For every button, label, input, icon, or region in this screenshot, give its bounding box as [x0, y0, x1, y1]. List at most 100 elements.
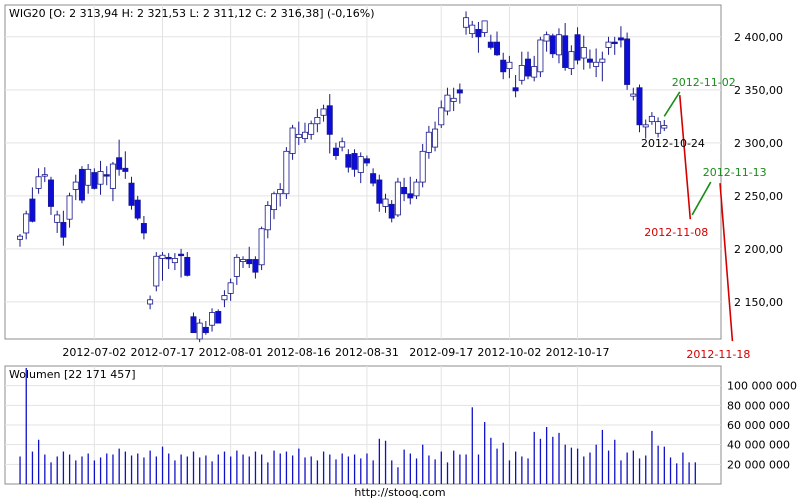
volume-bar	[502, 442, 504, 484]
projection-line	[719, 183, 734, 342]
volume-bar	[329, 454, 331, 484]
volume-bar	[638, 458, 641, 484]
volume-bar	[180, 454, 182, 484]
candle-up	[159, 254, 166, 259]
volume-bar	[632, 450, 635, 484]
volume-bar	[217, 454, 219, 484]
candle-down	[376, 179, 383, 204]
candle-down	[586, 58, 593, 63]
volume-y-tick-label: 100 000 000	[727, 380, 797, 393]
volume-bar	[124, 451, 127, 484]
candle-down	[574, 34, 581, 61]
volume-bar	[56, 456, 58, 484]
candle-down	[78, 168, 85, 201]
candle-up	[648, 115, 655, 123]
volume-bar	[508, 460, 511, 484]
candle-up	[85, 168, 92, 186]
volume-bar	[353, 454, 356, 484]
candle-up	[289, 127, 296, 154]
candle-up	[283, 150, 290, 195]
candle-up	[357, 156, 364, 173]
candle-down	[134, 199, 141, 219]
candle-up	[196, 322, 203, 340]
volume-gridlines	[5, 366, 721, 484]
volume-bar	[552, 436, 554, 484]
volume-bar	[248, 456, 250, 484]
volume-bar	[93, 460, 96, 484]
candle-up	[630, 93, 637, 97]
candle-down	[512, 87, 519, 92]
candle-down	[617, 37, 624, 41]
candle-up	[35, 176, 42, 189]
volume-bar	[168, 453, 170, 484]
volume-bar	[199, 457, 201, 484]
volume-bar	[496, 448, 498, 484]
candle-down	[165, 256, 172, 260]
price-x-tick-label: 2012-07-02	[62, 346, 126, 359]
candle-up	[568, 51, 575, 70]
volume-bar	[174, 460, 176, 484]
volume-y-tick-label: 40 000 000	[727, 439, 790, 452]
volume-bar	[310, 456, 312, 484]
volume-bar	[366, 453, 368, 484]
volume-bar	[137, 453, 139, 484]
volume-bar	[614, 439, 616, 484]
volume-bar	[261, 454, 263, 484]
volume-bar	[81, 456, 83, 484]
volume-bar	[601, 429, 604, 484]
candle-up	[72, 181, 79, 190]
price-panel: 2 400,00 2 350,00 2 300,00 2 250,00 2 200,00…	[4, 4, 783, 361]
volume-title: Wolumen [22 171 457]	[9, 368, 136, 381]
volume-panel: 100 000 000 80 000 000 60 000 000 40 000 00…	[4, 365, 797, 485]
volume-bar	[688, 462, 690, 484]
volume-bar	[645, 455, 647, 484]
volume-bar	[99, 457, 102, 484]
candle-up	[425, 131, 432, 153]
candle-down	[246, 259, 253, 265]
candle-down	[636, 87, 643, 126]
volume-bar	[236, 450, 238, 484]
footer-url[interactable]: http://stooq.com	[354, 486, 445, 499]
candle-up	[605, 41, 612, 48]
candle-down	[388, 203, 395, 219]
candle-up	[264, 204, 271, 231]
volume-bar	[378, 438, 381, 484]
volume-bar	[428, 455, 430, 484]
volume-y-tick-label: 80 000 000	[727, 399, 790, 412]
candle-up	[593, 61, 600, 67]
candle-down	[494, 41, 501, 56]
volume-bar	[285, 451, 288, 484]
candle-up	[599, 58, 606, 63]
volume-bars	[19, 367, 696, 484]
candle-up	[469, 24, 476, 35]
volume-bar	[459, 454, 461, 484]
candle-up	[543, 34, 550, 42]
volume-bar	[397, 467, 399, 484]
candle-down	[562, 35, 569, 68]
volume-bar	[583, 456, 585, 484]
volume-bar	[434, 459, 436, 484]
projection-label: 2012-11-13	[703, 166, 767, 179]
volume-bar	[87, 453, 89, 484]
candle-up	[209, 312, 216, 326]
volume-bar	[254, 451, 257, 484]
candle-up	[438, 107, 445, 126]
price-x-tick-label: 2012-10-17	[546, 346, 610, 359]
candle-down	[202, 326, 209, 334]
volume-bar	[422, 444, 424, 484]
volume-bar	[112, 454, 114, 484]
price-x-axis: 2012-07-02 2012-07-17 2012-08-01 2012-08-16…	[62, 346, 609, 359]
volume-bar	[19, 456, 21, 484]
volume-bar	[291, 455, 294, 484]
volume-bar	[440, 451, 442, 484]
volume-bar	[471, 407, 473, 484]
candle-down	[184, 256, 191, 276]
candle-up	[661, 125, 668, 129]
candle-up	[97, 171, 104, 185]
candle-down	[549, 35, 556, 55]
candle-up	[518, 65, 525, 81]
candle-down	[351, 153, 358, 170]
candle-up	[655, 121, 662, 134]
candle-up	[555, 34, 562, 56]
